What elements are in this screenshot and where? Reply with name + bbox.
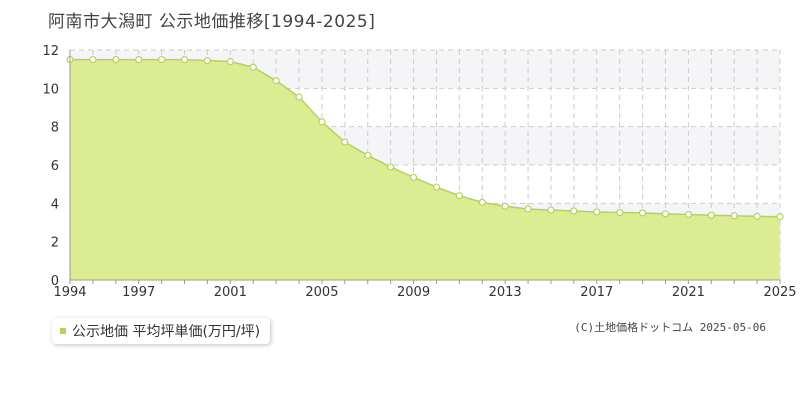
data-point	[180, 55, 189, 64]
data-point	[341, 138, 349, 146]
x-tick-labels: 1994 1997 2001 2005 2009 2013 2017 2021 2025	[53, 285, 796, 300]
data-point	[203, 56, 212, 65]
data-point	[501, 202, 509, 210]
series-area	[70, 59, 780, 281]
data-point	[616, 208, 624, 217]
data-point	[638, 209, 647, 217]
credit-text: (C)土地価格ドットコム 2025-05-06	[574, 321, 766, 334]
data-point	[387, 163, 395, 171]
data-point	[707, 211, 715, 219]
data-point	[547, 206, 555, 214]
data-point	[249, 63, 257, 71]
y-tick-label: 10	[42, 82, 59, 97]
data-point	[272, 77, 280, 85]
data-point	[318, 118, 326, 126]
data-point	[135, 55, 143, 64]
y-tick-label: 6	[51, 159, 59, 174]
y-tick-label: 4	[51, 197, 59, 212]
legend-label: 公示地価 平均坪単価(万円/坪)	[72, 324, 261, 340]
data-point	[478, 198, 486, 206]
data-point	[684, 210, 692, 219]
data-point	[432, 183, 441, 191]
data-point	[89, 55, 97, 64]
data-point	[295, 93, 303, 101]
x-tick-label: 2009	[397, 285, 430, 300]
area-layer	[70, 58, 781, 281]
data-point	[364, 151, 372, 160]
x-tick-label: 2025	[763, 285, 796, 300]
legend-marker	[60, 328, 66, 334]
data-point	[753, 212, 761, 220]
data-point	[593, 208, 601, 216]
data-point	[570, 207, 578, 215]
series-line	[70, 58, 781, 218]
data-markers	[66, 55, 784, 221]
data-point	[112, 55, 120, 64]
plot-axes	[69, 50, 781, 284]
chart-title: 阿南市大潟町 公示地価推移[1994-2025]	[48, 12, 376, 32]
data-point	[776, 213, 784, 221]
data-point	[455, 192, 463, 200]
x-tick-label: 1997	[122, 285, 155, 300]
x-tick-label: 2021	[672, 285, 705, 300]
legend: 公示地価 平均坪単価(万円/坪)	[52, 318, 271, 344]
x-tick-label: 2005	[305, 285, 338, 300]
x-tick-label: 1994	[53, 285, 86, 300]
data-point	[409, 173, 418, 182]
data-point	[524, 205, 532, 213]
data-point	[730, 212, 738, 220]
y-tick-label: 8	[51, 121, 59, 136]
x-tick-label: 2017	[580, 285, 613, 300]
x-tick-label: 2001	[214, 285, 247, 300]
data-point	[661, 210, 670, 218]
data-point	[158, 55, 166, 64]
y-tick-label: 12	[42, 44, 59, 59]
y-tick-label: 0	[51, 274, 59, 289]
x-tick-label: 2013	[489, 285, 522, 300]
data-point	[226, 57, 234, 66]
y-tick-labels: 0 2 4 6 8 10 12	[42, 44, 59, 289]
y-tick-label: 2	[51, 236, 59, 251]
